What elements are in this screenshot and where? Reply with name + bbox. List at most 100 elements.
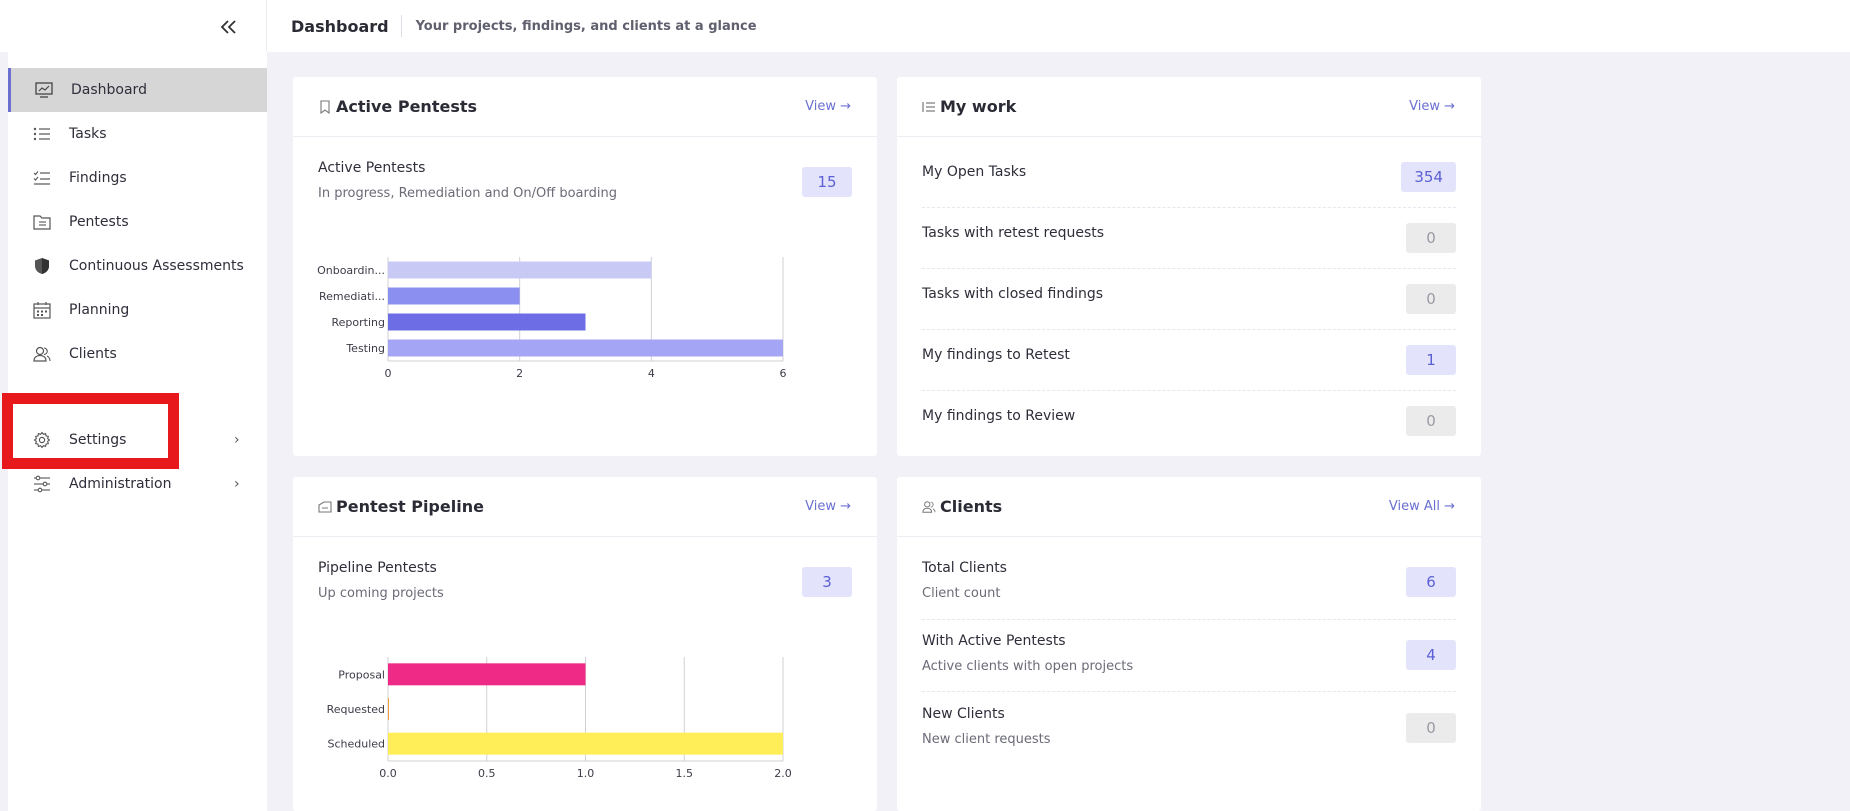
row-badge: 0: [1406, 713, 1456, 743]
sidebar-item-label: Administration: [69, 476, 172, 492]
row-label: Tasks with retest requests: [922, 225, 1105, 241]
shield-icon: [32, 256, 52, 276]
count-badge: 3: [802, 567, 852, 597]
card-title: Active Pentests: [336, 97, 478, 116]
users-icon: [922, 500, 936, 514]
row-sublabel: Active clients with open projects: [922, 659, 1134, 674]
bar: [388, 732, 783, 755]
x-tick-label: 0.5: [478, 767, 496, 780]
gear-icon: [32, 430, 52, 450]
my-work-card: My work View → My Open Tasks 354 Tasks w…: [897, 77, 1481, 456]
bar: [388, 287, 520, 305]
row-label: My findings to Retest: [922, 347, 1070, 363]
bar: [388, 663, 586, 686]
double-chevron-left-icon: [220, 20, 236, 34]
stat-title: Pipeline Pentests: [318, 560, 437, 576]
stat-title: Active Pentests: [318, 160, 426, 176]
view-link[interactable]: View →: [805, 499, 851, 514]
chevron-right-icon: ›: [234, 432, 240, 448]
stat-subtitle: Up coming projects: [318, 586, 444, 601]
row-badge: 1: [1406, 345, 1456, 375]
card-title: Clients: [940, 497, 1003, 516]
chevron-right-icon: ›: [234, 476, 240, 492]
row-divider: [922, 619, 1456, 620]
row-label: With Active Pentests: [922, 633, 1066, 649]
row-badge: 0: [1406, 284, 1456, 314]
row-badge: 0: [1406, 406, 1456, 436]
card-header: Pentest Pipeline View →: [293, 477, 877, 537]
y-tick-label: Scheduled: [327, 738, 385, 751]
sidebar-item-label: Clients: [69, 346, 117, 362]
page-title: Dashboard: [291, 16, 389, 36]
row-label: Total Clients: [922, 560, 1007, 576]
bar: [388, 698, 389, 720]
sidebar-item-tasks[interactable]: Tasks: [8, 112, 267, 156]
row-badge: 354: [1401, 162, 1456, 192]
page-subtitle: Your projects, findings, and clients at …: [415, 18, 757, 34]
header-divider: [400, 15, 402, 37]
row-label: New Clients: [922, 706, 1005, 722]
row-badge: 4: [1406, 640, 1456, 670]
row-divider: [922, 268, 1456, 269]
x-tick-label: 1.0: [577, 767, 595, 780]
collapse-sidebar-button[interactable]: [216, 14, 242, 40]
x-tick-label: 0.0: [379, 767, 397, 780]
sidebar-item-label: Continuous Assessments: [69, 258, 244, 274]
view-link[interactable]: View →: [1409, 99, 1455, 114]
page-header: Dashboard Your projects, findings, and c…: [267, 0, 1850, 52]
bar: [388, 339, 783, 357]
pentest-pipeline-chart: 0.0 0.5 1.0 1.5 2.0 Proposal Requested Schedule…: [327, 657, 792, 780]
sidebar-item-dashboard[interactable]: Dashboard: [8, 68, 267, 112]
folder-icon: [32, 212, 52, 232]
pentest-pipeline-card: Pentest Pipeline View → Pipeline Pentest…: [293, 477, 877, 811]
y-tick-label: Reporting: [332, 316, 385, 329]
sidebar-item-administration[interactable]: Administration ›: [8, 462, 267, 506]
sidebar-top: [0, 0, 267, 52]
row-label: My findings to Review: [922, 408, 1076, 424]
sidebar-item-label: Pentests: [69, 214, 129, 230]
sidebar-item-label: Planning: [69, 302, 130, 318]
x-tick-label: 1.5: [676, 767, 694, 780]
x-tick-label: 2.0: [774, 767, 792, 780]
row-badge: 6: [1406, 567, 1456, 597]
x-tick-label: 6: [780, 367, 787, 380]
row-divider: [922, 691, 1456, 692]
card-title: Pentest Pipeline: [336, 497, 484, 516]
row-divider: [922, 207, 1456, 208]
stat-subtitle: In progress, Remediation and On/Off boar…: [318, 186, 617, 201]
sidebar-item-settings[interactable]: Settings ›: [8, 418, 267, 462]
bar: [388, 261, 652, 279]
dashboard-icon: [34, 80, 54, 100]
view-all-link[interactable]: View All →: [1388, 499, 1455, 514]
users-icon: [32, 344, 52, 364]
row-divider: [922, 390, 1456, 391]
row-label: My Open Tasks: [922, 164, 1027, 180]
sidebar-item-clients[interactable]: Clients: [8, 332, 267, 376]
view-link[interactable]: View →: [805, 99, 851, 114]
sidebar-item-label: Settings: [69, 432, 127, 448]
y-tick-label: Onboardin...: [317, 264, 385, 277]
active-pentests-card: Active Pentests View → Active Pentests I…: [293, 77, 877, 456]
row-label: Tasks with closed findings: [922, 286, 1104, 302]
card-header: Clients View All →: [897, 477, 1481, 537]
count-badge: 15: [802, 167, 852, 197]
list-icon: [922, 100, 936, 114]
sidebar-item-findings[interactable]: Findings: [8, 156, 267, 200]
y-tick-label: Remediati...: [319, 290, 385, 303]
y-tick-label: Requested: [327, 703, 385, 716]
bar: [388, 313, 586, 331]
row-sublabel: Client count: [922, 586, 1001, 601]
sidebar-item-label: Dashboard: [71, 82, 147, 98]
bookmark-icon: [318, 99, 332, 114]
sidebar: Dashboard Tasks Findings Pentests Contin…: [8, 52, 267, 811]
sidebar-item-pentests[interactable]: Pentests: [8, 200, 267, 244]
y-tick-label: Proposal: [338, 668, 385, 681]
checklist-icon: [32, 168, 52, 188]
list-icon: [32, 124, 52, 144]
calendar-icon: [32, 300, 52, 320]
row-sublabel: New client requests: [922, 732, 1051, 747]
card-header: Active Pentests View →: [293, 77, 877, 137]
card-title: My work: [940, 97, 1017, 116]
sidebar-item-continuous-assessments[interactable]: Continuous Assessments: [8, 244, 267, 288]
sidebar-item-planning[interactable]: Planning: [8, 288, 267, 332]
